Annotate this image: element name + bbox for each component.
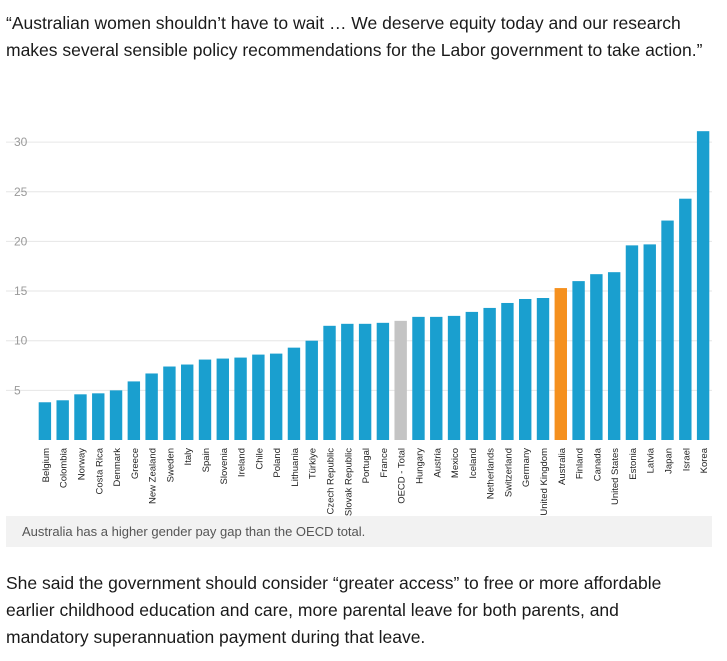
bar — [643, 244, 656, 440]
bar — [145, 373, 158, 440]
bar — [358, 323, 372, 440]
x-category-label: United Kingdom — [539, 448, 550, 516]
x-category-label: Austria — [432, 447, 443, 477]
y-tick-label: 10 — [14, 334, 28, 348]
x-category-label: Portugal — [361, 448, 372, 483]
bar — [92, 393, 105, 440]
y-tick-label: 20 — [14, 234, 28, 248]
x-category-label: OECD - Total — [397, 448, 408, 504]
x-category-label: Italy — [183, 448, 194, 466]
bar — [127, 381, 141, 440]
bar — [56, 400, 69, 440]
figure-caption: Australia has a higher gender pay gap th… — [6, 516, 712, 547]
bar — [323, 325, 336, 440]
x-category-label: Denmark — [112, 448, 123, 487]
x-category-label: Belgium — [41, 448, 52, 482]
x-category-label: Spain — [201, 448, 212, 472]
gender-pay-gap-bar-chart: 5 10 15 20 25 30 Belgium Colombia Norway Costa R… — [6, 114, 712, 516]
bar — [341, 323, 354, 440]
x-category-label: France — [379, 448, 390, 478]
bar — [465, 311, 479, 440]
bar — [163, 366, 176, 440]
bar — [181, 364, 194, 440]
x-category-label: Canada — [592, 447, 603, 481]
bar — [607, 272, 621, 440]
y-tick-label: 25 — [14, 185, 28, 199]
bar — [269, 353, 283, 440]
bar — [679, 198, 692, 440]
x-category-label: Norway — [76, 448, 87, 480]
x-category-label: New Zealand — [148, 448, 159, 504]
x-category-label: Türkiye — [308, 448, 319, 479]
bar — [519, 298, 532, 440]
x-category-label: Poland — [272, 448, 283, 478]
bar — [696, 131, 710, 440]
chart-figure: 5 10 15 20 25 30 Belgium Colombia Norway Costa R… — [6, 114, 712, 547]
x-category-label: Switzerland — [503, 448, 514, 497]
bar — [287, 347, 301, 440]
bar — [216, 358, 229, 440]
bar — [38, 402, 52, 440]
x-category-label: Mexico — [450, 448, 461, 478]
x-category-label: Japan — [664, 448, 675, 474]
bar — [198, 359, 212, 440]
bar — [394, 320, 407, 440]
y-tick-label: 30 — [14, 135, 28, 149]
x-category-label: Chile — [254, 448, 265, 470]
body-paragraph: She said the government should consider … — [6, 573, 662, 647]
bar — [109, 390, 123, 440]
y-tick-label: 15 — [14, 284, 28, 298]
bar — [412, 316, 425, 440]
x-category-label: Australia — [557, 447, 568, 485]
x-category-label: Hungary — [414, 448, 425, 484]
bar — [74, 394, 87, 440]
bars — [38, 131, 710, 441]
bar — [305, 340, 318, 440]
x-category-label: Lithuania — [290, 447, 301, 486]
bar — [554, 288, 567, 440]
x-category-label: Latvia — [646, 447, 657, 473]
x-axis-labels: Belgium Colombia Norway Costa Rica Denmark Gr… — [41, 447, 710, 516]
bar — [501, 302, 514, 440]
x-category-label: Sweden — [165, 448, 176, 482]
x-category-label: Estonia — [628, 447, 639, 479]
bar — [483, 307, 496, 440]
bar — [376, 322, 390, 440]
x-category-label: Colombia — [59, 447, 70, 488]
x-category-label: Netherlands — [486, 448, 497, 499]
bar — [234, 357, 247, 440]
bar — [661, 220, 674, 440]
bar — [590, 274, 603, 440]
y-tick-label: 5 — [14, 383, 21, 397]
bar — [536, 298, 550, 440]
x-category-label: Germany — [521, 448, 532, 487]
x-category-label: Korea — [699, 447, 710, 473]
x-category-label: Slovenia — [219, 447, 230, 484]
x-category-label: Slovak Republic — [343, 448, 354, 516]
x-category-label: Israel — [681, 448, 692, 471]
quote-paragraph: “Australian women shouldn’t have to wait… — [6, 13, 703, 60]
x-category-label: Iceland — [468, 448, 479, 479]
y-axis-ticks: 5 10 15 20 25 30 — [14, 135, 28, 397]
x-category-label: United States — [610, 448, 621, 505]
bar — [430, 316, 443, 440]
bar — [572, 281, 585, 440]
bar — [447, 315, 461, 441]
x-category-label: Czech Republic — [326, 448, 337, 515]
x-category-label: Costa Rica — [94, 447, 105, 494]
bar — [625, 245, 639, 440]
bar — [252, 354, 265, 440]
x-category-label: Greece — [130, 448, 141, 479]
x-category-label: Ireland — [237, 448, 248, 477]
x-category-label: Finland — [575, 448, 586, 479]
